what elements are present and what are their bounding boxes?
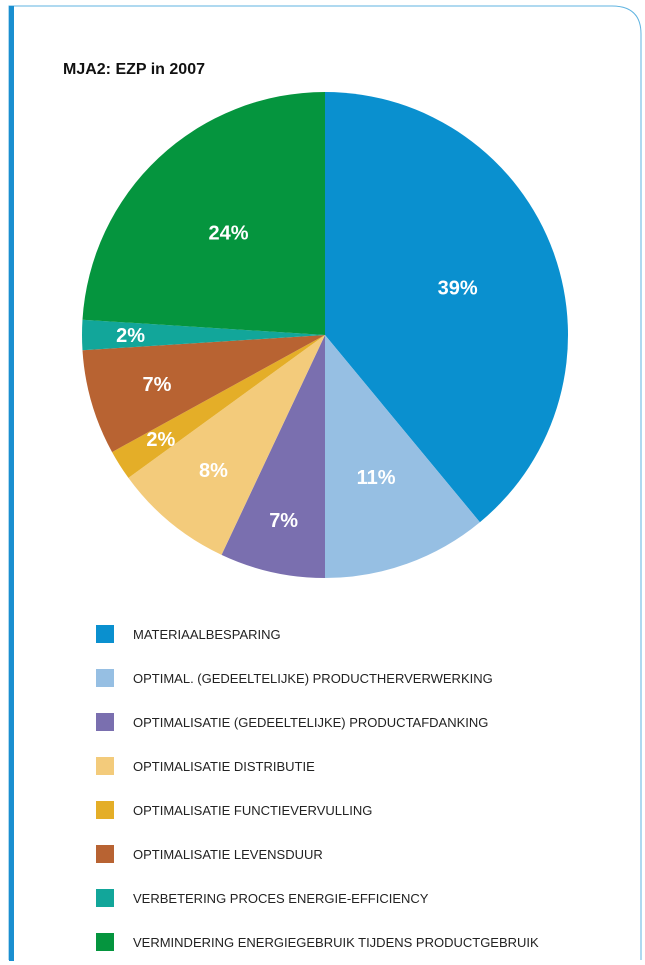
legend-label: OPTIMALISATIE DISTRIBUTIE	[133, 758, 315, 774]
legend-label: VERMINDERING ENERGIEGEBRUIK TIJDENS PROD…	[133, 934, 539, 950]
slice-label: 39%	[438, 277, 478, 299]
legend-item: OPTIMAL. (GEDEELTELIJKE) PRODUCTHERVERWE…	[96, 669, 493, 687]
legend-label: MATERIAALBESPARING	[133, 626, 281, 642]
pie-slice	[128, 335, 325, 555]
legend-swatch	[96, 933, 114, 951]
slice-label: 2%	[146, 429, 175, 451]
legend-swatch	[96, 845, 114, 863]
slice-label: 2%	[116, 325, 145, 347]
pie-slice	[82, 319, 325, 351]
legend-swatch	[96, 669, 114, 687]
slice-label: 7%	[269, 510, 298, 532]
legend-label: VERBETERING PROCES ENERGIE-EFFICIENCY	[133, 890, 429, 906]
legend-item: OPTIMALISATIE FUNCTIEVERVULLING	[96, 801, 372, 819]
chart-title: MJA2: EZP in 2007	[63, 61, 205, 78]
pie-slice	[221, 335, 325, 578]
legend-swatch	[96, 757, 114, 775]
legend-swatch	[96, 625, 114, 643]
legend-item: OPTIMALISATIE LEVENSDUUR	[96, 845, 323, 863]
legend-item: VERMINDERING ENERGIEGEBRUIK TIJDENS PROD…	[96, 933, 539, 951]
legend-swatch	[96, 801, 114, 819]
legend-swatch	[96, 889, 114, 907]
legend-label: OPTIMALISATIE LEVENSDUUR	[133, 846, 323, 862]
legend-swatch	[96, 713, 114, 731]
legend-item: OPTIMALISATIE DISTRIBUTIE	[96, 757, 315, 775]
pie-slice	[82, 335, 325, 453]
legend-label: OPTIMALISATIE (GEDEELTELIJKE) PRODUCTAFD…	[133, 714, 489, 730]
legend-item: MATERIAALBESPARING	[96, 625, 281, 643]
legend-item: OPTIMALISATIE (GEDEELTELIJKE) PRODUCTAFD…	[96, 713, 488, 731]
slice-label: 11%	[357, 467, 396, 489]
legend-label: OPTIMALISATIE FUNCTIEVERVULLING	[133, 802, 373, 818]
legend-item: VERBETERING PROCES ENERGIE-EFFICIENCY	[96, 889, 428, 907]
pie-slice	[325, 92, 569, 523]
pie-chart: 39% 11% 7% 8% 2% 7% 2% 24%	[82, 92, 569, 578]
slice-label: 8%	[199, 460, 228, 482]
slice-label: 24%	[209, 222, 249, 244]
pie-slice	[325, 335, 480, 578]
pie-slice	[82, 92, 325, 335]
slice-label: 7%	[143, 374, 172, 396]
legend-label: OPTIMAL. (GEDEELTELIJKE) PRODUCTHERVERWE…	[133, 670, 493, 686]
pie-slice	[112, 335, 325, 478]
